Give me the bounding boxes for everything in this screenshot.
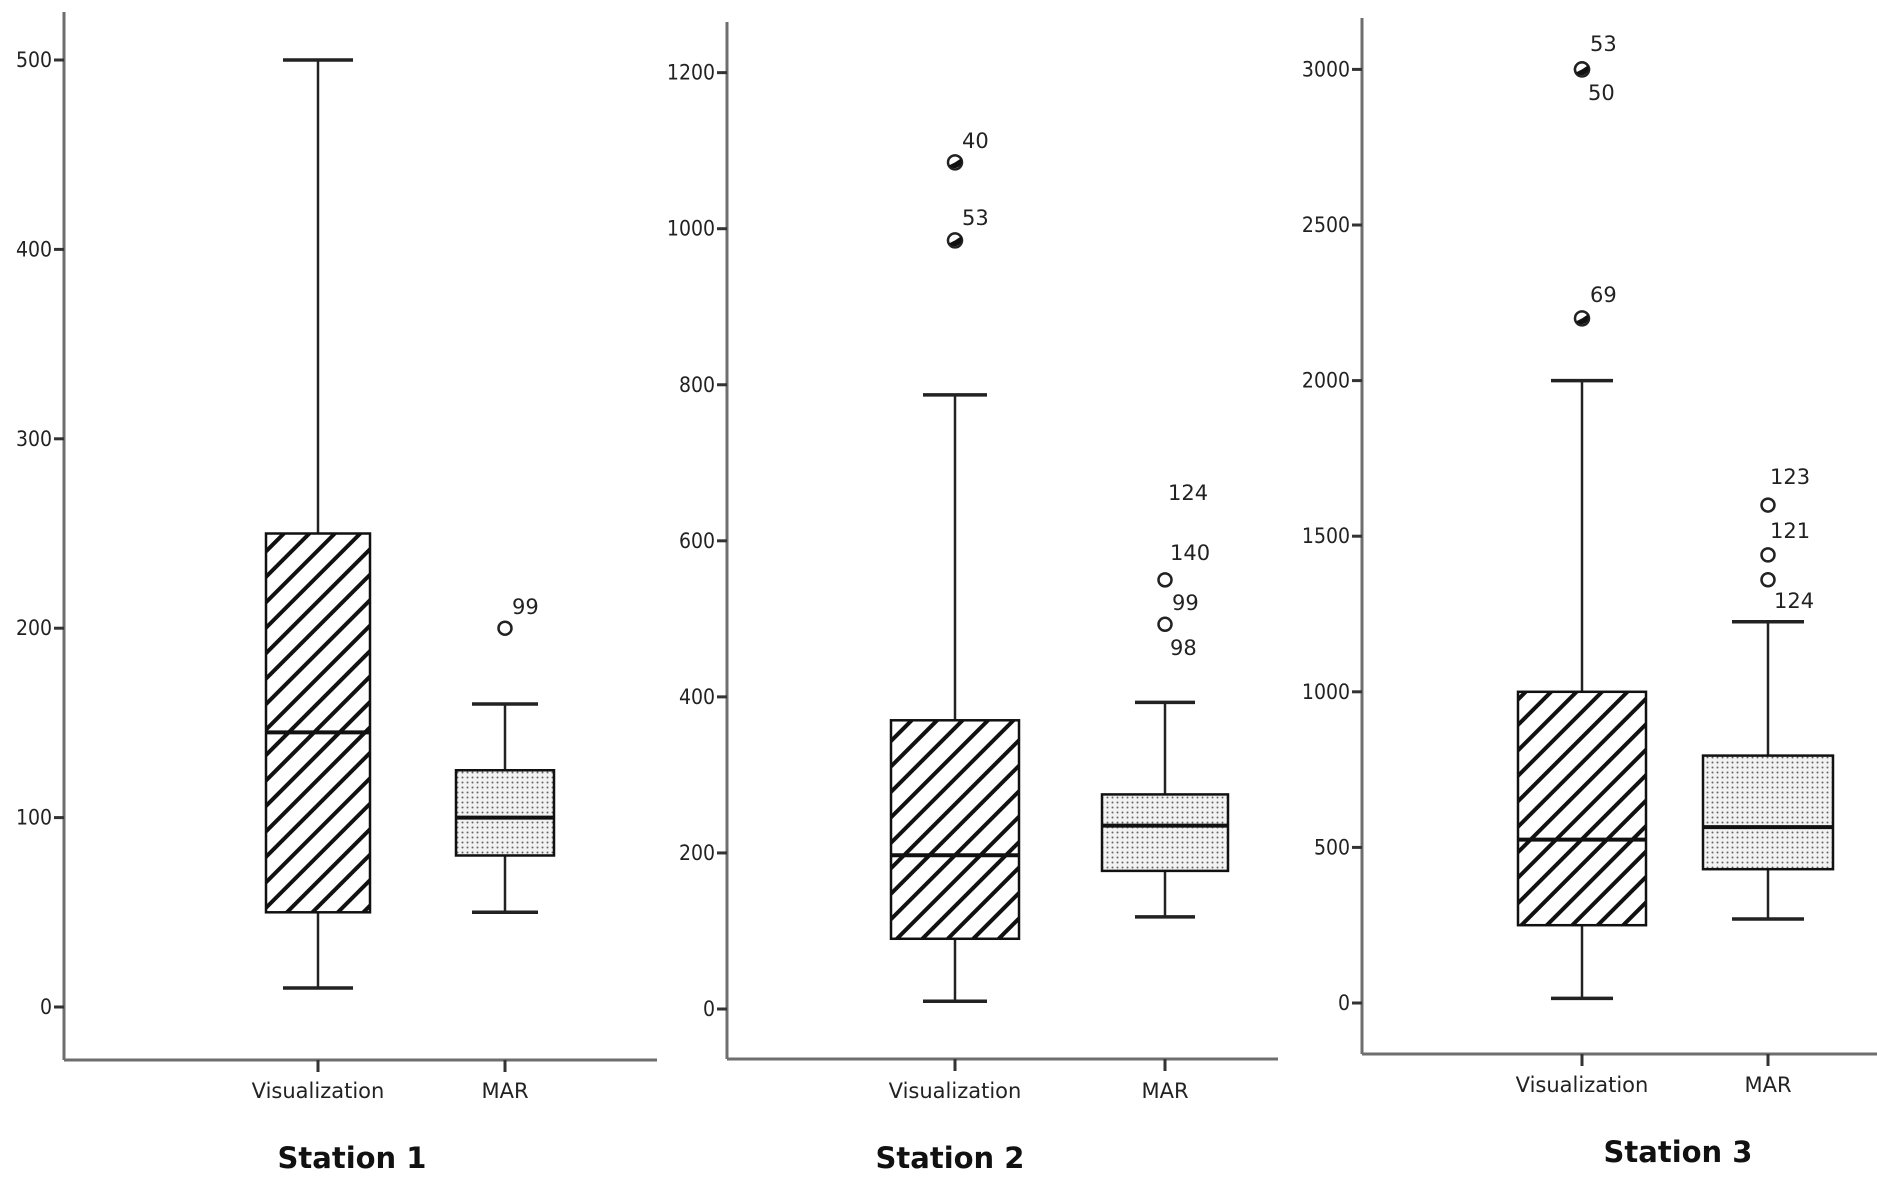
outlier-label: 123 — [1770, 465, 1810, 489]
box-visualization: Visualization — [252, 58, 385, 1103]
outlier-label: 98 — [1170, 636, 1197, 660]
x-category-label: MAR — [481, 1079, 528, 1103]
y-tick-label: 100 — [16, 806, 52, 830]
y-tick-label: 600 — [679, 529, 715, 553]
outlier-label: 121 — [1770, 519, 1810, 543]
outlier-label: 124 — [1168, 481, 1208, 505]
y-tick-label: 0 — [40, 995, 52, 1019]
panel-2: 0 200 400 600 800 1000 1200 Visualization MAR — [667, 22, 1278, 1103]
y-tick-label: 500 — [16, 48, 52, 72]
extreme-outlier-fill — [1576, 314, 1589, 325]
panel-1: 0 100 200 300 400 500 Visualization MAR — [16, 12, 657, 1103]
y-tick-label: 400 — [679, 685, 715, 709]
y-tick-label: 400 — [16, 237, 52, 261]
outlier-marker — [1760, 572, 1776, 588]
outlier-label: 99 — [512, 595, 539, 619]
iqr-box — [454, 769, 556, 857]
y-tick-label: 500 — [1314, 835, 1350, 859]
extreme-outlier-fill — [1576, 65, 1589, 76]
extreme-outlier-fill — [949, 158, 962, 169]
outlier-label: 40 — [962, 129, 989, 153]
outlier-label: 99 — [1172, 591, 1199, 615]
outlier-marker — [1157, 572, 1173, 588]
y-tick-label: 0 — [1338, 991, 1350, 1015]
iqr-box — [889, 719, 1021, 941]
y-tick-label: 1000 — [667, 217, 715, 241]
x-category-label: Visualization — [1516, 1073, 1649, 1097]
iqr-box — [1100, 793, 1230, 873]
y-tick-label: 0 — [703, 997, 715, 1021]
y-tick-label: 200 — [16, 616, 52, 640]
panel-3: 0 500 1000 1500 2000 2500 3000 Visualization MAR — [1302, 18, 1877, 1097]
y-tick-label: 200 — [679, 841, 715, 865]
y-tick-label: 2500 — [1302, 213, 1350, 237]
outlier-label: 124 — [1774, 589, 1814, 613]
y-tick-label: 300 — [16, 427, 52, 451]
iqr-box — [1701, 754, 1835, 871]
x-category-label: MAR — [1141, 1079, 1188, 1103]
y-tick-label: 800 — [679, 373, 715, 397]
outlier-marker — [1760, 497, 1776, 513]
outlier-marker — [1760, 547, 1776, 563]
box-mar: MAR — [1100, 572, 1230, 1103]
panel-title: Station 2 — [876, 1141, 1025, 1175]
outlier-label: 69 — [1590, 283, 1617, 307]
x-category-label: MAR — [1744, 1073, 1791, 1097]
panel-title: Station 1 — [278, 1141, 427, 1175]
y-tick-label: 1000 — [1302, 680, 1350, 704]
outlier-label: 50 — [1588, 81, 1615, 105]
iqr-box — [1516, 690, 1648, 927]
box-mar: MAR — [454, 620, 556, 1103]
y-tick-label: 3000 — [1302, 57, 1350, 81]
outlier-label: 140 — [1170, 541, 1210, 565]
extreme-outlier-fill — [949, 236, 962, 247]
outlier-label: 53 — [962, 206, 989, 230]
iqr-box — [264, 532, 372, 914]
box-mar: MAR — [1701, 497, 1835, 1097]
y-tick-label: 1500 — [1302, 524, 1350, 548]
y-tick-label: 1200 — [667, 61, 715, 85]
box-visualization: Visualization — [889, 154, 1022, 1103]
panel-title: Station 3 — [1604, 1135, 1753, 1169]
outlier-label: 53 — [1590, 32, 1617, 56]
y-tick-label: 2000 — [1302, 369, 1350, 393]
outlier-marker — [1157, 616, 1173, 633]
box-visualization: Visualization — [1516, 61, 1649, 1097]
x-category-label: Visualization — [252, 1079, 385, 1103]
outlier-marker — [497, 620, 513, 636]
x-category-label: Visualization — [889, 1079, 1022, 1103]
